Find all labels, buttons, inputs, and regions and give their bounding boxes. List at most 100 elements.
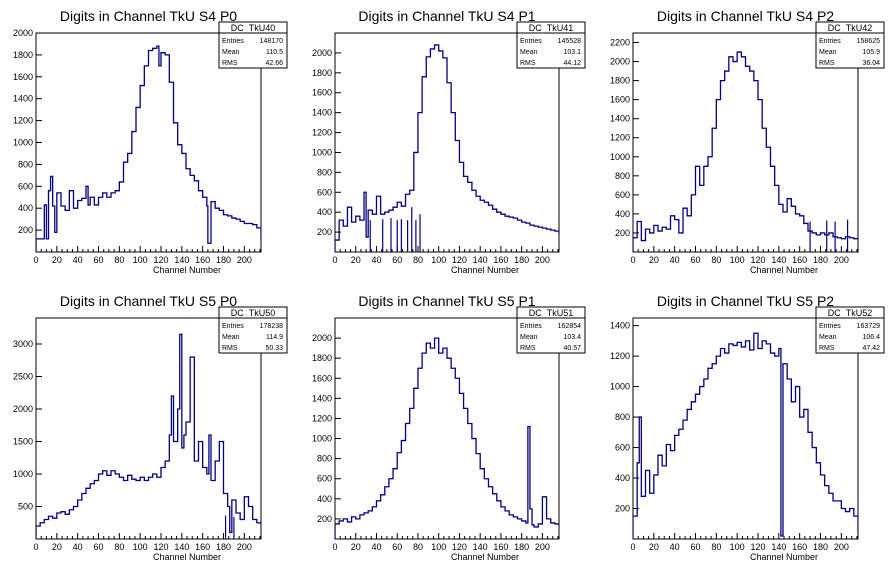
y-tick-label: 500 <box>18 502 33 512</box>
plot-frame <box>334 317 560 540</box>
x-tick-label: 60 <box>392 542 402 552</box>
x-tick-label: 20 <box>351 542 361 552</box>
stats-label: Entries <box>520 323 542 330</box>
stats-label: Mean <box>520 49 538 56</box>
stats-value: 103.4 <box>563 334 581 341</box>
stats-value: 158625 <box>857 38 880 45</box>
stats-label: Mean <box>222 334 240 341</box>
x-tick-label: 140 <box>473 255 488 265</box>
stats-label: RMS <box>819 345 835 352</box>
stats-value: 105.9 <box>862 49 880 56</box>
y-tick-label: 1200 <box>312 128 332 138</box>
y-tick-label: 2000 <box>610 57 630 67</box>
y-tick-label: 600 <box>317 474 332 484</box>
stats-name: DC_TkU51 <box>529 308 574 318</box>
stats-value: 178238 <box>260 323 283 330</box>
stats-box-frame <box>218 21 288 69</box>
y-tick-label: 800 <box>615 171 630 181</box>
x-tick-label: 180 <box>514 542 529 552</box>
y-tick-label: 400 <box>18 203 33 213</box>
y-tick-label: 1000 <box>312 147 332 157</box>
x-tick-label: 200 <box>535 542 550 552</box>
x-tick-label: 80 <box>114 542 124 552</box>
histogram-series <box>335 44 559 252</box>
stats-box: DC_TkU41 Entries 145528 Mean 103.1 RMS 44.12 <box>516 21 586 69</box>
y-tick-label: 800 <box>317 167 332 177</box>
x-tick-label: 140 <box>174 255 189 265</box>
histogram-panel: Digits in Channel TkU S4 P2 0 20 40 60 80 100 1… <box>610 8 885 275</box>
histogram-series <box>335 337 559 539</box>
y-tick-label: 800 <box>18 159 33 169</box>
y-tick-label: 1000 <box>13 138 33 148</box>
histogram-series <box>36 333 261 539</box>
y-tick-label: 200 <box>18 225 33 235</box>
stats-value: 50.33 <box>265 345 283 352</box>
stats-label: Entries <box>222 323 244 330</box>
plot-frame <box>632 317 859 540</box>
stats-value: 44.12 <box>563 60 581 67</box>
y-tick-label: 1400 <box>312 108 332 118</box>
stats-name: DC_TkU42 <box>828 23 873 33</box>
y-tick-label: 1200 <box>312 413 332 423</box>
stats-label: RMS <box>520 345 536 352</box>
y-tick-label: 1800 <box>312 68 332 78</box>
y-tick-label: 600 <box>615 443 630 453</box>
x-tick-label: 60 <box>93 542 103 552</box>
stats-label: Mean <box>520 334 538 341</box>
y-tick-label: 600 <box>615 190 630 200</box>
x-tick-label: 100 <box>730 255 745 265</box>
y-tick-label: 1200 <box>610 133 630 143</box>
stats-box: DC_TkU40 Entries 148170 Mean 110.5 RMS 42.66 <box>218 21 288 69</box>
histogram-panel: Digits in Channel TkU S5 P0 0 20 40 60 80 100 1… <box>13 293 288 562</box>
x-tick-label: 60 <box>690 255 700 265</box>
x-tick-label: 60 <box>93 255 103 265</box>
stats-value: 114.9 <box>266 334 283 341</box>
x-tick-label: 60 <box>392 255 402 265</box>
x-tick-label: 40 <box>371 255 381 265</box>
histogram-series <box>36 45 261 252</box>
x-tick-label: 180 <box>216 542 231 552</box>
y-tick-label: 2200 <box>610 38 630 48</box>
y-tick-label: 1800 <box>610 76 630 86</box>
histogram-panel: Digits in Channel TkU S5 P2 0 20 40 60 80 100 1… <box>610 293 885 562</box>
x-tick-label: 20 <box>649 255 659 265</box>
histogram-series <box>633 332 858 539</box>
chart-title: Digits in Channel TkU S5 P0 <box>60 293 237 309</box>
plot-frame <box>334 32 560 253</box>
y-tick-label: 400 <box>615 209 630 219</box>
x-tick-label: 120 <box>750 255 765 265</box>
x-tick-label: 60 <box>690 542 700 552</box>
y-tick-label: 1600 <box>13 72 33 82</box>
y-tick-label: 2500 <box>13 372 33 382</box>
chart-title: Digits in Channel TkU S4 P1 <box>358 8 535 24</box>
stats-label: Entries <box>819 38 841 45</box>
stats-name: DC_TkU40 <box>231 23 276 33</box>
x-tick-label: 200 <box>834 255 849 265</box>
stats-value: 42.66 <box>265 60 283 67</box>
y-tick-label: 200 <box>615 504 630 514</box>
x-tick-label: 160 <box>493 255 508 265</box>
x-tick-label: 160 <box>792 255 807 265</box>
stats-label: Mean <box>819 49 837 56</box>
y-tick-label: 200 <box>317 514 332 524</box>
y-tick-label: 1000 <box>610 382 630 392</box>
stats-value: 162854 <box>558 323 581 330</box>
y-tick-label: 3000 <box>13 339 33 349</box>
x-axis-label: Channel Number <box>153 265 221 275</box>
y-tick-label: 600 <box>18 181 33 191</box>
x-tick-label: 80 <box>114 255 124 265</box>
y-tick-label: 1600 <box>610 95 630 105</box>
x-tick-label: 200 <box>834 542 849 552</box>
stats-value: 47.42 <box>862 345 880 352</box>
x-tick-label: 180 <box>813 255 828 265</box>
x-axis-label: Channel Number <box>153 552 221 562</box>
x-tick-label: 0 <box>630 255 635 265</box>
x-tick-label: 20 <box>351 255 361 265</box>
x-tick-label: 200 <box>237 542 252 552</box>
x-tick-label: 40 <box>73 542 83 552</box>
stats-value: 36.04 <box>862 60 880 67</box>
y-tick-label: 1400 <box>610 321 630 331</box>
y-tick-label: 200 <box>615 228 630 238</box>
stats-label: Mean <box>222 49 240 56</box>
